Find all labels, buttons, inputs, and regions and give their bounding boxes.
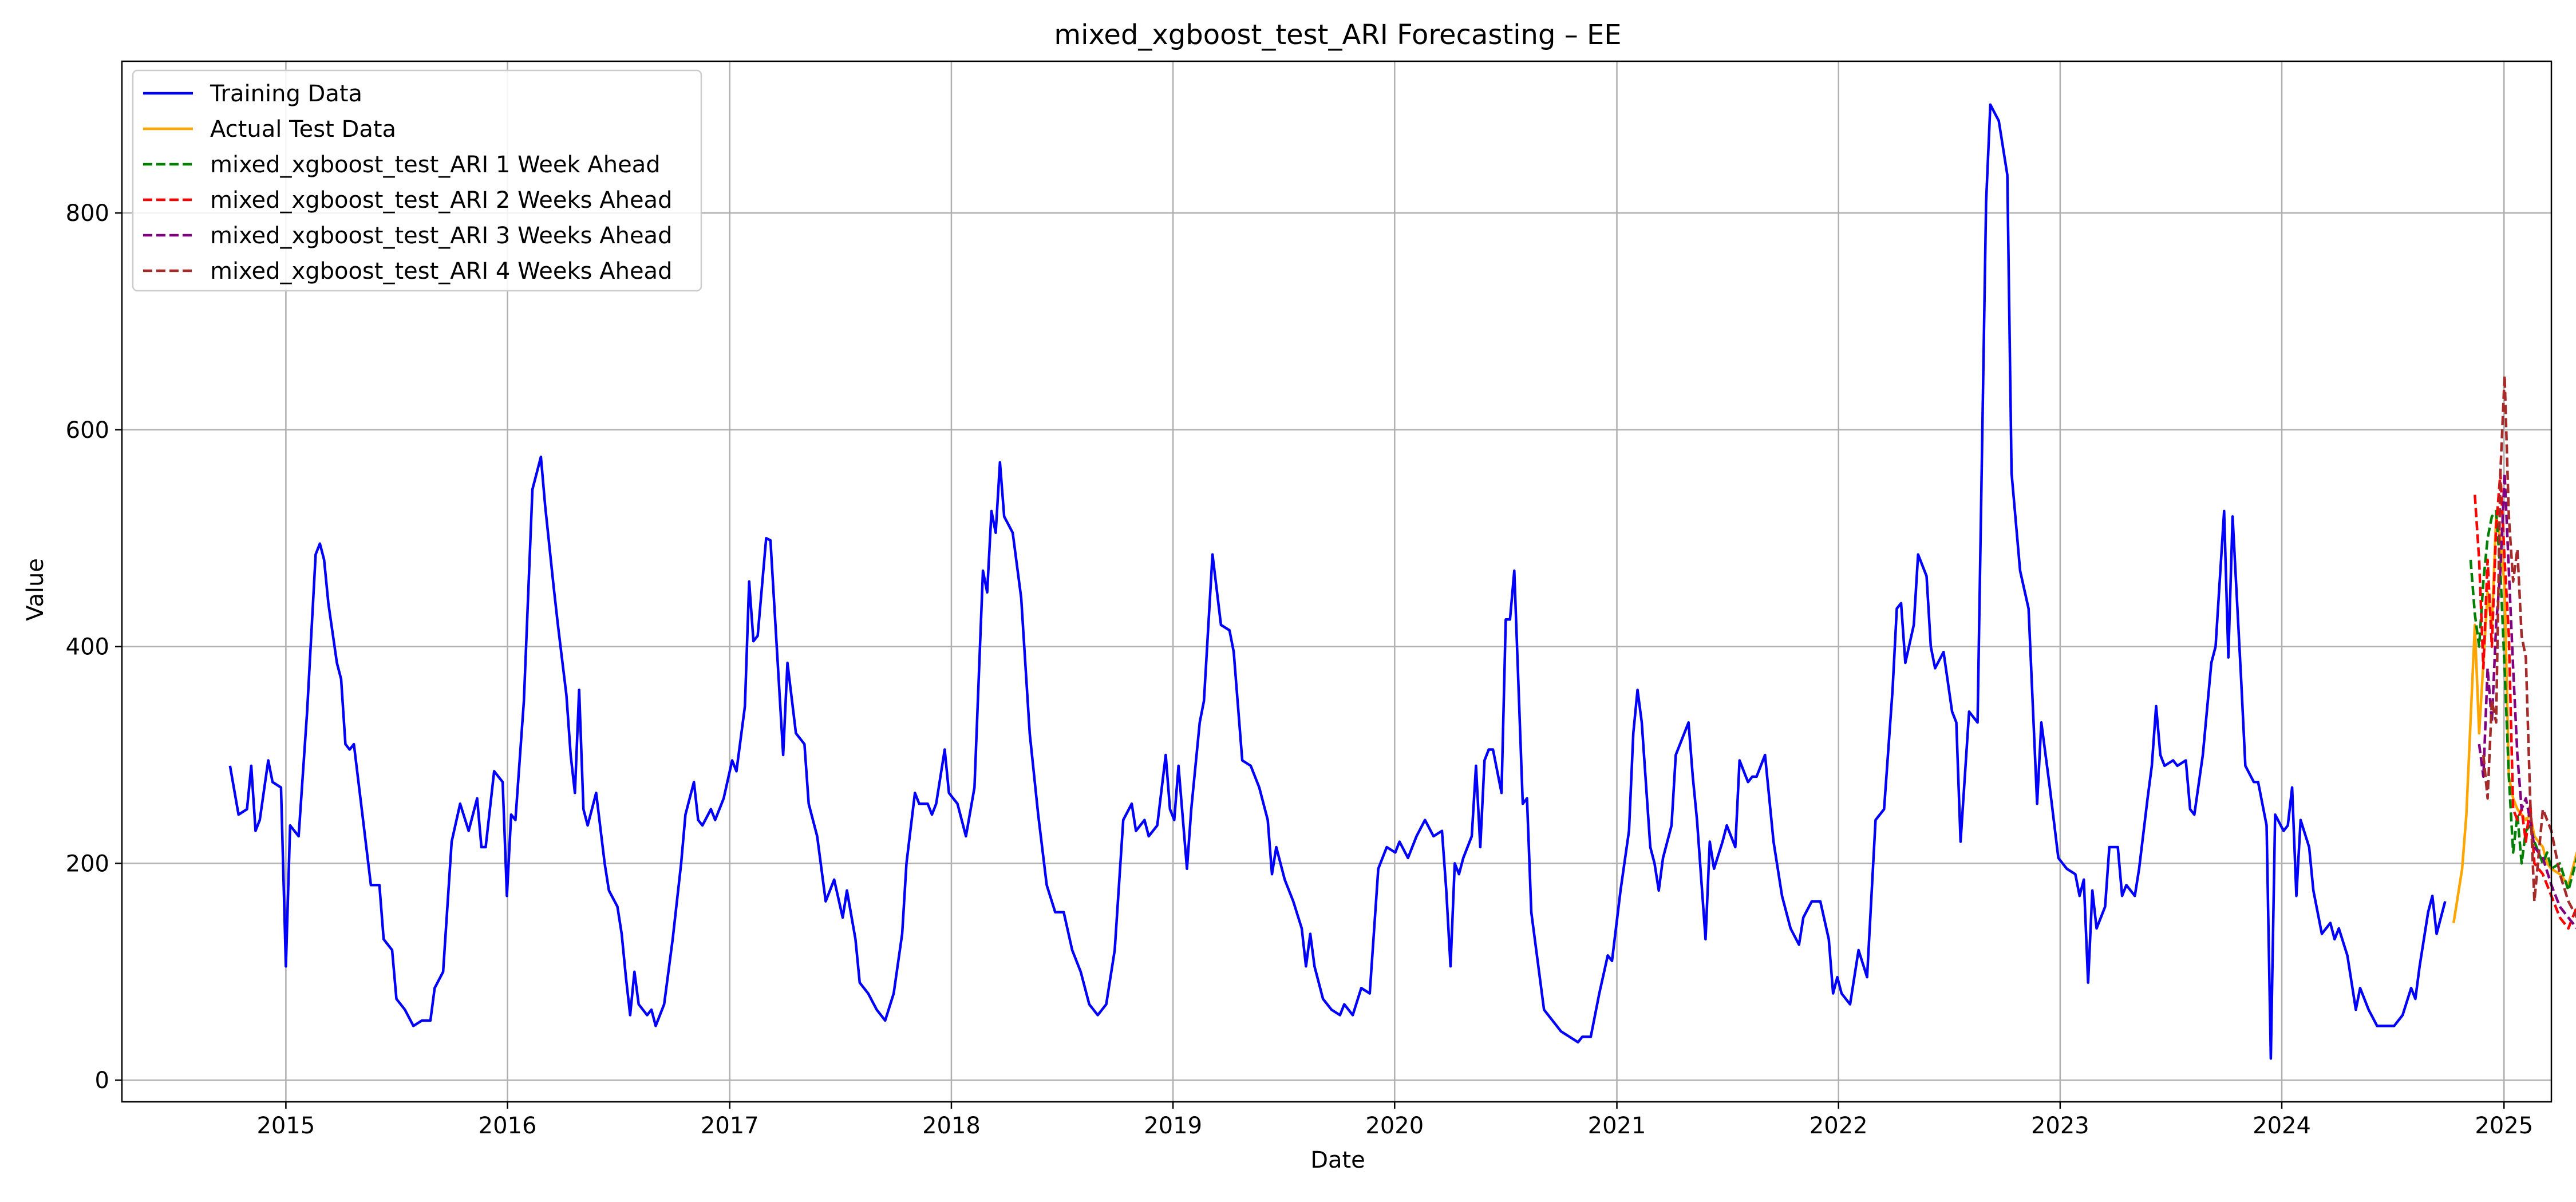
legend-label: mixed_xgboost_test_ARI 2 Weeks Ahead — [210, 187, 672, 213]
legend: Training Data Actual Test Data mixed_xgboo… — [132, 69, 702, 292]
x-tick-label: 2016 — [479, 1113, 537, 1139]
y-tick-label: 400 — [66, 634, 109, 661]
series-line-6 — [2482, 374, 2576, 919]
chart-title: mixed_xgboost_test_ARI Forecasting – EE — [1054, 19, 1621, 51]
y-axis: 0 200 400 600 800 — [66, 200, 122, 1094]
y-tick-label: 600 — [66, 417, 109, 444]
x-tick-label: 2022 — [1809, 1113, 1868, 1139]
x-axis: 2015 2016 2017 2018 2019 2020 2021 2022 2023 2024… — [256, 1102, 2533, 1139]
y-tick-label: 800 — [66, 200, 109, 227]
x-tick-label: 2015 — [256, 1113, 315, 1139]
plot-area — [121, 60, 2576, 1103]
x-tick-label: 2025 — [2475, 1113, 2533, 1139]
legend-label: Training Data — [210, 81, 362, 107]
x-tick-label: 2020 — [1365, 1113, 1424, 1139]
x-tick-label: 2019 — [1144, 1113, 1202, 1139]
legend-label: mixed_xgboost_test_ARI 3 Weeks Ahead — [210, 223, 672, 249]
series-line-1 — [228, 103, 2447, 1060]
y-tick-label: 0 — [95, 1067, 109, 1094]
y-axis-label: Value — [22, 558, 49, 621]
legend-label: mixed_xgboost_test_ARI 4 Weeks Ahead — [210, 258, 672, 284]
legend-box — [132, 69, 702, 292]
series-line-4 — [2474, 472, 2576, 930]
legend-label: Actual Test Data — [210, 116, 396, 143]
x-axis-label: Date — [1310, 1147, 1365, 1173]
x-tick-label: 2023 — [2031, 1113, 2089, 1139]
y-tick-label: 200 — [66, 851, 109, 877]
legend-label: mixed_xgboost_test_ARI 1 Week Ahead — [210, 152, 661, 178]
plot-frame — [121, 60, 2553, 1103]
x-tick-label: 2024 — [2253, 1113, 2311, 1139]
series-line-3 — [2469, 509, 2576, 892]
x-tick-label: 2017 — [701, 1113, 759, 1139]
x-tick-label: 2021 — [1588, 1113, 1646, 1139]
x-tick-label: 2018 — [922, 1113, 981, 1139]
